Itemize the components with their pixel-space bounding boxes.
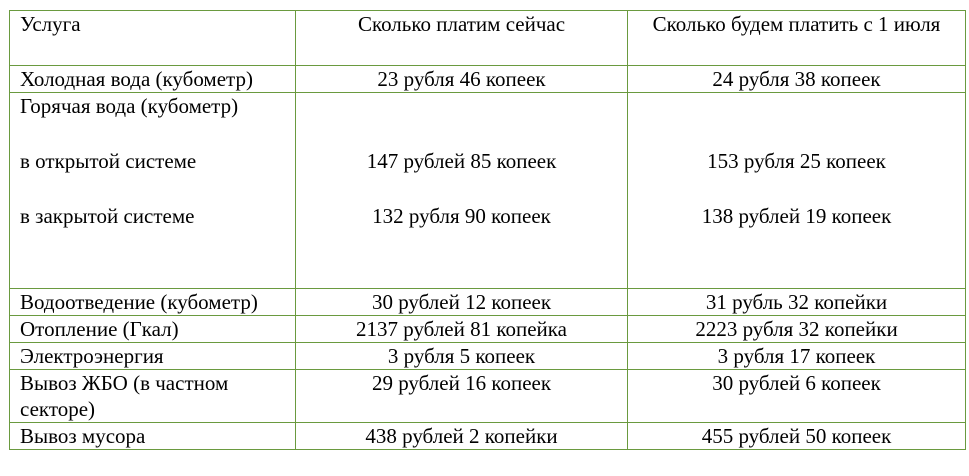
price-now-cell: 29 рублей 16 копеек bbox=[295, 369, 628, 423]
table-row: Отопление (Гкал) 2137 рублей 81 копейка … bbox=[9, 315, 966, 343]
price-july-cell: 3 рубля 17 копеек bbox=[627, 342, 966, 370]
tariff-table: Услуга Сколько платим сейчас Сколько буд… bbox=[9, 10, 966, 450]
header-now: Сколько платим сейчас bbox=[295, 10, 628, 66]
header-service: Услуга bbox=[9, 10, 296, 66]
table-row: Электроэнергия 3 рубля 5 копеек 3 рубля … bbox=[9, 342, 966, 370]
service-cell: Электроэнергия bbox=[9, 342, 296, 370]
price-now-cell: 3 рубля 5 копеек bbox=[295, 342, 628, 370]
table-row: Водоотведение (кубометр) 30 рублей 12 ко… bbox=[9, 288, 966, 316]
closed-system-label: в закрытой системе bbox=[20, 204, 195, 228]
open-july-value: 153 рубля 25 копеек bbox=[707, 149, 886, 173]
price-july-cell: 455 рублей 50 копеек bbox=[627, 422, 966, 450]
price-july-cell: 30 рублей 6 копеек bbox=[627, 369, 966, 423]
service-cell: Холодная вода (кубометр) bbox=[9, 65, 296, 93]
price-july-cell: 2223 рубля 32 копейки bbox=[627, 315, 966, 343]
header-from-july: Сколько будем платить с 1 июля bbox=[627, 10, 966, 66]
service-cell: Водоотведение (кубометр) bbox=[9, 288, 296, 316]
price-now-cell: 30 рублей 12 копеек bbox=[295, 288, 628, 316]
closed-now-value: 132 рубля 90 копеек bbox=[372, 204, 551, 228]
open-system-label: в открытой системе bbox=[20, 149, 197, 173]
table-row: Вывоз ЖБО (в частном секторе) 29 рублей … bbox=[9, 369, 966, 423]
hot-water-title: Горячая вода (кубометр) bbox=[20, 94, 239, 118]
price-july-cell: 24 рубля 38 копеек bbox=[627, 65, 966, 93]
table-row-hot-water: Горячая вода (кубометр) в открытой систе… bbox=[9, 92, 966, 289]
table-header-row: Услуга Сколько платим сейчас Сколько буд… bbox=[9, 10, 966, 66]
price-now-cell: 147 рублей 85 копеек 132 рубля 90 копеек bbox=[295, 92, 628, 289]
price-now-cell: 2137 рублей 81 копейка bbox=[295, 315, 628, 343]
service-cell: Вывоз ЖБО (в частном секторе) bbox=[9, 369, 296, 423]
service-cell: Вывоз мусора bbox=[9, 422, 296, 450]
table-row: Вывоз мусора 438 рублей 2 копейки 455 ру… bbox=[9, 422, 966, 450]
price-july-cell: 31 рубль 32 копейки bbox=[627, 288, 966, 316]
price-now-cell: 23 рубля 46 копеек bbox=[295, 65, 628, 93]
open-now-value: 147 рублей 85 копеек bbox=[366, 149, 557, 173]
service-cell: Отопление (Гкал) bbox=[9, 315, 296, 343]
price-july-cell: 153 рубля 25 копеек 138 рублей 19 копеек bbox=[627, 92, 966, 289]
service-cell: Горячая вода (кубометр) в открытой систе… bbox=[9, 92, 296, 289]
price-now-cell: 438 рублей 2 копейки bbox=[295, 422, 628, 450]
closed-july-value: 138 рублей 19 копеек bbox=[701, 204, 892, 228]
table-row: Холодная вода (кубометр) 23 рубля 46 коп… bbox=[9, 65, 966, 93]
